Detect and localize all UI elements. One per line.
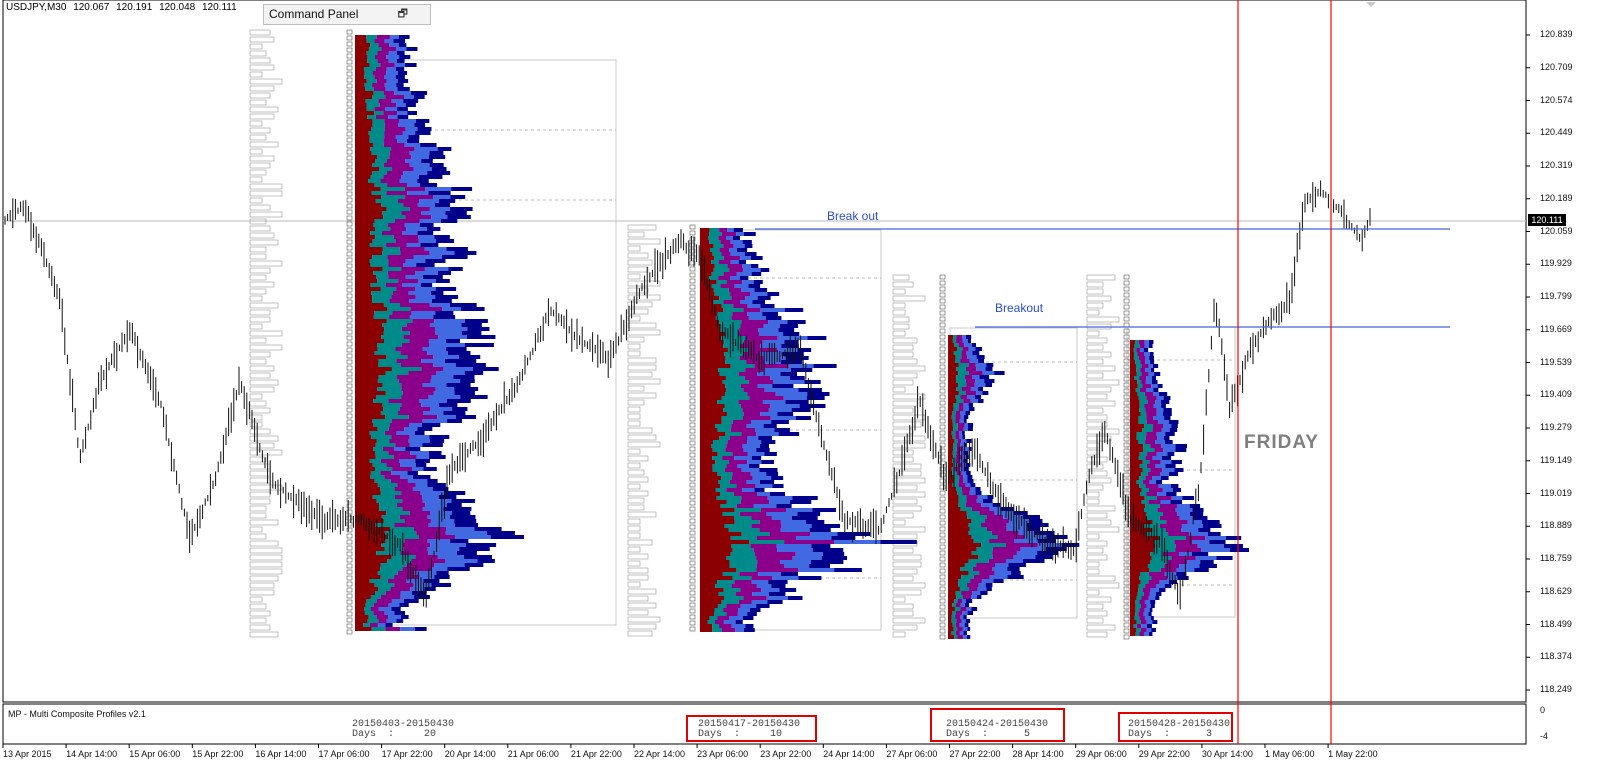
indicator-name: MP - Multi Composite Profiles v2.1 (8, 709, 146, 719)
indicator-axis-bottom: -4 (1540, 731, 1549, 741)
price-tick-label: 119.539 (1540, 356, 1572, 367)
indicator-axis-top: 0 (1540, 705, 1546, 715)
price-tick-label: 120.059 (1540, 225, 1573, 236)
profile-days-label: Days (698, 729, 723, 740)
price-tick-label: 120.449 (1540, 127, 1573, 138)
price-tick-label: 119.669 (1540, 323, 1572, 334)
profile-number-scale (939, 274, 946, 640)
profile-info-3: 20150424-20150430 Days : 5 (946, 719, 1049, 740)
price-tick-label: 118.889 (1540, 520, 1572, 531)
time-tick-label: 21 Apr 06:00 (507, 749, 559, 759)
profile-range: 20150428-20150430 (1128, 719, 1231, 730)
profile-days-label: Days (946, 729, 971, 740)
command-panel-label: Command Panel (269, 7, 359, 21)
profile-days: 20 (424, 729, 437, 740)
current-price-label: 120.111 (1528, 214, 1566, 226)
profile-range: 20150424-20150430 (946, 719, 1049, 730)
tpo-letter-column (1086, 274, 1120, 638)
low-value: 120.048 (159, 2, 196, 13)
price-tick-label: 120.189 (1540, 192, 1573, 203)
high-value: 120.191 (116, 2, 153, 13)
time-tick-label: 27 Apr 06:00 (886, 749, 938, 759)
time-tick-label: 13 Apr 2015 (3, 749, 52, 759)
restore-icon[interactable]: 🗗 (397, 8, 408, 20)
price-tick-label: 120.319 (1540, 160, 1573, 170)
indicator-frame (2, 703, 1527, 745)
time-tick-label: 16 Apr 14:00 (255, 749, 307, 759)
market-profile (1130, 340, 1250, 636)
breakout-label: Break out (827, 209, 879, 223)
time-tick-label: 17 Apr 06:00 (318, 749, 370, 759)
time-tick-label: 27 Apr 22:00 (949, 749, 1001, 759)
profile-range: 20150403-20150430 (352, 719, 455, 730)
close-value: 120.111 (202, 2, 237, 13)
time-tick-label: 29 Apr 22:00 (1138, 749, 1190, 759)
price-tick-label: 119.409 (1540, 389, 1572, 400)
market-profile (700, 228, 917, 632)
profile-number-scale (689, 224, 696, 632)
price-tick-label: 119.929 (1540, 258, 1572, 269)
highlight-box (930, 708, 1065, 742)
price-tick-label: 118.249 (1540, 684, 1572, 694)
profile-range: 20150417-20150430 (698, 719, 801, 730)
time-tick-label: 30 Apr 14:00 (1201, 749, 1253, 759)
time-tick-label: 21 Apr 22:00 (570, 749, 622, 759)
profile-info-2: 20150417-20150430 Days : 10 (698, 719, 801, 740)
highlight-box (686, 715, 817, 742)
time-tick-label: 20 Apr 14:00 (444, 749, 496, 759)
open-value: 120.067 (73, 2, 110, 13)
profile-days-label: Days (352, 729, 377, 740)
tpo-letter-column (249, 29, 283, 638)
time-tick-label: 15 Apr 22:00 (192, 749, 244, 759)
time-tick-label: 23 Apr 06:00 (697, 749, 749, 759)
main-plot-frame (2, 0, 1527, 703)
price-tick-label: 119.019 (1540, 487, 1572, 498)
price-tick-label: 119.149 (1540, 454, 1572, 465)
market-profile (355, 35, 524, 631)
tpo-letter-column (892, 274, 926, 638)
price-tick-label: 119.799 (1540, 291, 1572, 301)
price-tick-label: 118.759 (1540, 553, 1572, 563)
time-tick-label: 1 May 06:00 (1265, 749, 1315, 759)
price-tick-label: 118.629 (1540, 585, 1572, 596)
symbol-label: USDJPY,M30 (6, 2, 67, 13)
friday-label: FRIDAY (1244, 432, 1319, 453)
ohlc-bars (4, 180, 1371, 610)
chart-title: USDJPY,M30 120.067 120.191 120.048 120.1… (6, 2, 241, 13)
scroll-marker-icon (1366, 2, 1376, 7)
time-tick-label: 24 Apr 14:00 (823, 749, 875, 759)
time-tick-label: 15 Apr 06:00 (129, 749, 181, 759)
profile-days: 3 (1206, 729, 1213, 740)
price-tick-label: 120.574 (1540, 94, 1573, 105)
profile-number-scale (346, 29, 353, 635)
tpo-letter-column (627, 224, 661, 637)
market-profile (948, 335, 1080, 639)
profile-number-scale (1123, 274, 1130, 640)
profile-days: 5 (1024, 729, 1031, 740)
price-tick-label: 118.499 (1540, 618, 1572, 629)
profile-info-1: 20150403-20150430 Days : 20 (352, 719, 455, 740)
time-tick-label: 1 May 22:00 (1328, 749, 1378, 759)
command-panel[interactable]: Command Panel 🗗 (263, 4, 431, 25)
price-tick-label: 119.279 (1540, 422, 1572, 432)
price-tick-label: 120.709 (1540, 61, 1573, 72)
profile-days-label: Days (1128, 729, 1153, 740)
profile-info-4: 20150428-20150430 Days : 3 (1128, 719, 1231, 740)
price-tick-label: 118.374 (1540, 651, 1572, 662)
time-tick-label: 29 Apr 06:00 (1075, 749, 1127, 759)
time-tick-label: 23 Apr 22:00 (760, 749, 812, 759)
profile-days: 10 (770, 729, 783, 740)
time-tick-label: 17 Apr 22:00 (381, 749, 433, 759)
price-tick-label: 120.839 (1540, 29, 1573, 39)
time-tick-label: 28 Apr 14:00 (1012, 749, 1064, 759)
breakout-label-2: Breakout (995, 301, 1044, 315)
time-tick-label: 22 Apr 14:00 (634, 749, 686, 759)
highlight-box (1118, 712, 1233, 742)
time-tick-label: 14 Apr 14:00 (66, 749, 118, 759)
